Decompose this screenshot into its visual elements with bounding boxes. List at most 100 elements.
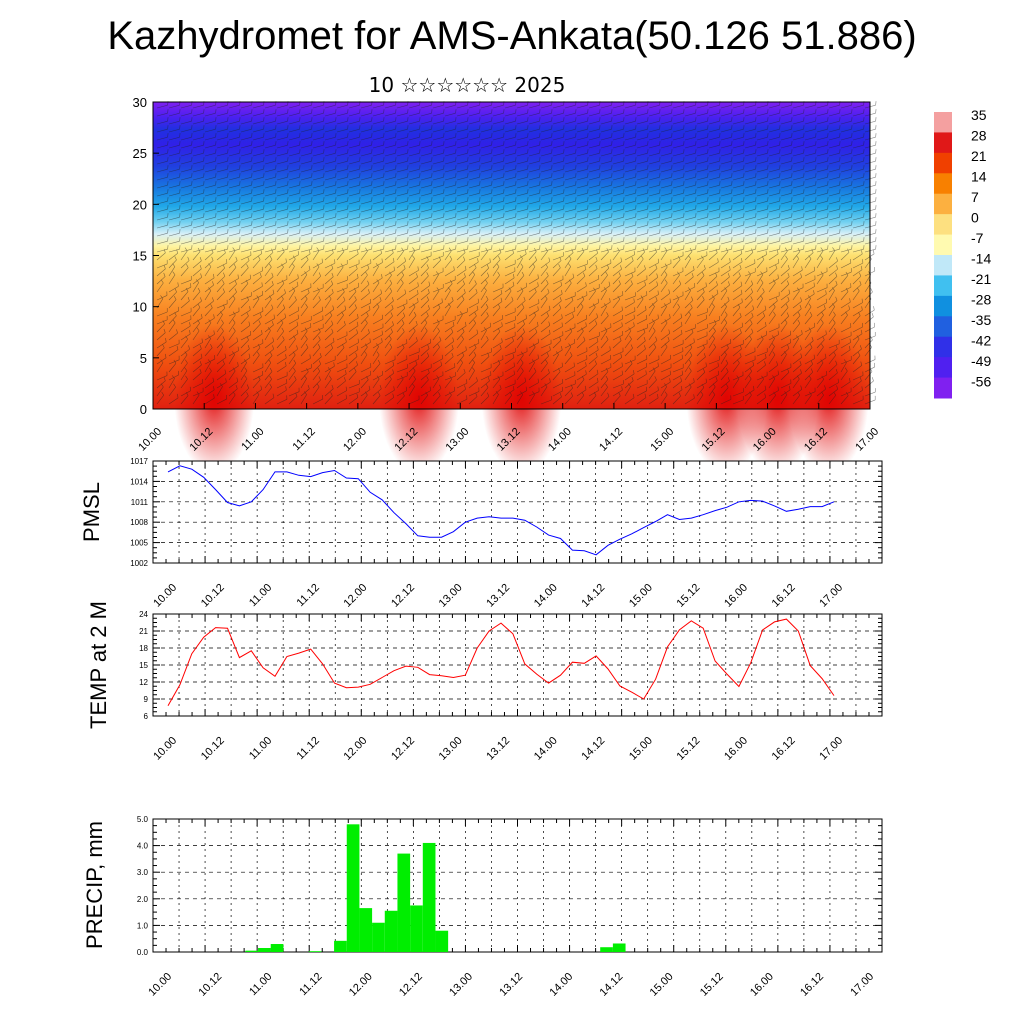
- wind-barb: [168, 216, 180, 221]
- wind-barb: [780, 248, 792, 253]
- wind-barb: [780, 112, 792, 117]
- wind-barb: [852, 200, 864, 205]
- wind-barb-flag: [282, 248, 285, 252]
- wind-barb: [444, 112, 456, 117]
- wind-barb: [564, 160, 576, 165]
- wind-barb: [792, 192, 804, 197]
- wind-barb: [252, 136, 264, 141]
- wind-barb: [576, 295, 588, 301]
- wind-barb: [516, 240, 528, 245]
- wind-barb: [300, 176, 312, 181]
- wind-barb: [372, 192, 384, 197]
- wind-barb: [408, 286, 419, 293]
- wind-barb: [732, 184, 744, 189]
- wind-barb-flag: [365, 271, 368, 276]
- wind-barb: [528, 240, 540, 245]
- wind-barb: [204, 104, 216, 109]
- wind-barb-flag: [725, 247, 729, 252]
- wind-barb-flag: [836, 265, 838, 270]
- wind-barb: [324, 104, 336, 109]
- wind-barb: [840, 240, 852, 245]
- wind-barb: [576, 200, 588, 205]
- wind-barb: [720, 261, 731, 269]
- wind-barb: [648, 277, 658, 285]
- wind-barb: [288, 160, 300, 165]
- wind-barb: [312, 248, 324, 253]
- wind-barb: [228, 208, 240, 213]
- wind-barb: [636, 285, 646, 293]
- wind-barb: [168, 286, 179, 293]
- wind-barb: [636, 152, 648, 157]
- wind-barb-flag: [832, 247, 836, 251]
- wind-barb: [636, 184, 648, 189]
- wind-barb: [456, 248, 468, 253]
- wind-barb: [336, 200, 348, 205]
- wind-barb: [384, 200, 396, 205]
- wind-barb: [780, 216, 792, 221]
- wind-barb: [768, 120, 780, 125]
- wind-barb-flag: [775, 264, 778, 269]
- wind-barb: [648, 176, 660, 181]
- wind-barb: [408, 293, 419, 301]
- wind-barb: [252, 160, 264, 165]
- wind-barb: [528, 208, 540, 213]
- wind-barb: [396, 104, 408, 109]
- wind-barb: [576, 216, 588, 221]
- wind-barb: [540, 240, 552, 245]
- wind-barb: [588, 248, 600, 253]
- wind-barb: [648, 144, 660, 149]
- wind-barb: [780, 160, 792, 165]
- wind-barb: [732, 268, 742, 277]
- wind-barb: [180, 104, 192, 109]
- wind-barb: [396, 275, 405, 285]
- wind-barb: [408, 258, 415, 269]
- wind-barb: [756, 168, 768, 173]
- wind-barb-flag: [417, 289, 419, 294]
- wind-barb: [228, 160, 240, 165]
- wind-barb: [804, 216, 816, 221]
- wind-barb: [564, 192, 576, 197]
- wind-barb-flag: [585, 282, 587, 287]
- wind-barb: [456, 128, 468, 133]
- wind-barb: [444, 248, 456, 253]
- wind-barb: [852, 144, 864, 149]
- wind-barb: [336, 266, 344, 277]
- wind-barb: [804, 286, 815, 293]
- wind-barb: [312, 266, 320, 277]
- wind-barb: [156, 276, 166, 285]
- wind-barb: [456, 112, 468, 117]
- wind-barb: [672, 128, 684, 133]
- wind-barb: [300, 224, 312, 229]
- wind-barb: [456, 160, 468, 165]
- wind-barb: [288, 128, 300, 133]
- wind-barb-flag: [861, 250, 863, 255]
- wind-barb: [576, 269, 587, 277]
- wind-barb: [528, 128, 540, 133]
- wind-barb: [504, 144, 516, 149]
- wind-barb: [600, 216, 612, 221]
- wind-barb: [336, 224, 348, 229]
- wind-barb-flag: [486, 264, 489, 269]
- wind-barb: [648, 251, 657, 261]
- wind-barb: [528, 104, 540, 109]
- wind-barb: [180, 286, 192, 293]
- wind-barb: [204, 248, 216, 253]
- wind-barb: [564, 240, 576, 245]
- wind-barb-flag: [477, 258, 479, 263]
- wind-barb: [516, 128, 528, 133]
- wind-barb: [636, 192, 648, 197]
- wind-barb: [264, 184, 276, 189]
- colorbar-label: 28: [971, 128, 987, 144]
- wind-barb: [792, 136, 804, 141]
- wind-barb: [732, 224, 744, 229]
- wind-barb: [396, 152, 408, 157]
- wind-barb: [312, 120, 324, 125]
- wind-barb: [384, 216, 396, 221]
- wind-barb: [780, 152, 792, 157]
- wind-barb-flag: [357, 250, 359, 255]
- wind-barb: [744, 184, 756, 189]
- wind-barb: [264, 104, 276, 109]
- wind-barb-flag: [485, 279, 488, 284]
- wind-barb: [852, 216, 864, 221]
